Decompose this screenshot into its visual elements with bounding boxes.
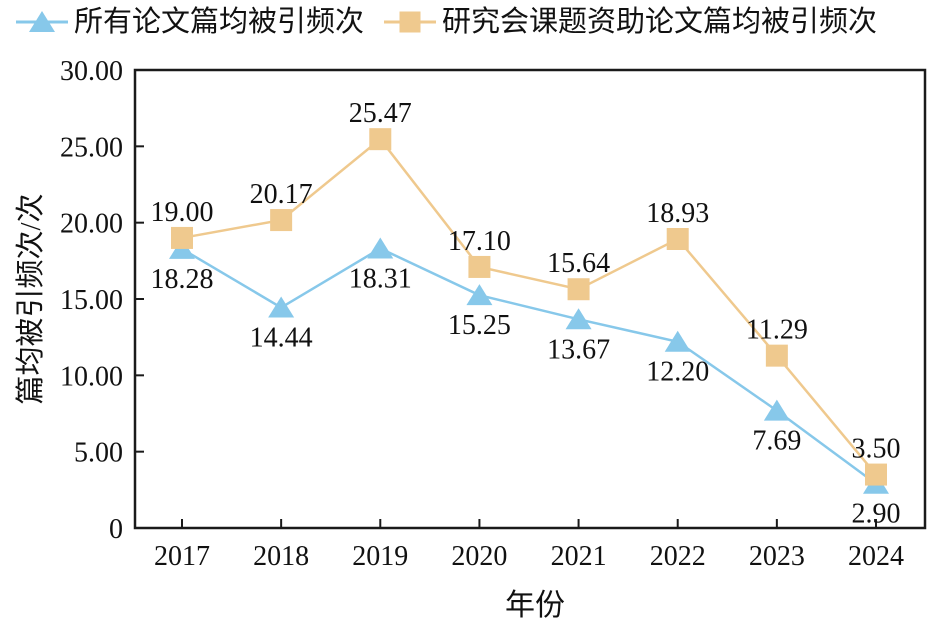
- data-label: 7.69: [752, 426, 801, 457]
- y-tick-label: 0: [109, 514, 123, 545]
- data-point-triangle: [466, 284, 493, 306]
- legend-item-funded-papers: 研究会课题资助论文篇均被引频次: [382, 5, 878, 38]
- triangle-marker-icon: [16, 11, 68, 32]
- legend: 所有论文篇均被引频次 研究会课题资助论文篇均被引频次: [14, 0, 877, 44]
- square-marker-icon: [384, 11, 437, 33]
- data-point-square: [666, 228, 689, 251]
- data-label: 15.64: [547, 248, 610, 279]
- data-label: 12.20: [646, 357, 709, 388]
- data-label: 2.90: [852, 499, 901, 530]
- data-label: 25.47: [349, 98, 412, 129]
- x-tick-label: 2024: [848, 541, 904, 572]
- data-label: 17.10: [448, 226, 511, 257]
- legend-label-funded-papers: 研究会课题资助论文篇均被引频次: [442, 5, 878, 38]
- data-label: 3.50: [852, 434, 901, 465]
- data-point-triangle: [367, 237, 394, 259]
- data-point-triangle: [763, 399, 790, 421]
- legend-label-all-papers: 所有论文篇均被引频次: [74, 5, 365, 38]
- data-point-square: [369, 128, 392, 151]
- x-tick-label: 2020: [451, 541, 507, 572]
- data-label: 13.67: [547, 334, 610, 365]
- data-label: 15.25: [448, 310, 511, 341]
- x-tick-label: 2018: [253, 541, 309, 572]
- data-point-triangle: [664, 330, 691, 352]
- x-tick-label: 2021: [551, 541, 607, 572]
- data-label: 18.93: [646, 198, 709, 229]
- series-line-0: [181, 247, 877, 485]
- x-tick-label: 2022: [650, 541, 706, 572]
- y-tick-label: 15.00: [60, 285, 123, 316]
- y-tick-label: 5.00: [74, 438, 123, 469]
- data-point-square: [865, 463, 887, 486]
- x-tick-label: 2023: [749, 541, 805, 572]
- data-label: 18.28: [151, 264, 214, 295]
- data-label: 20.17: [250, 179, 313, 210]
- data-label: 18.31: [349, 263, 412, 294]
- data-point-square: [765, 344, 788, 367]
- data-point-triangle: [268, 296, 295, 318]
- y-tick-label: 30.00: [60, 56, 123, 87]
- data-label: 14.44: [250, 323, 313, 354]
- data-point-square: [567, 278, 590, 301]
- data-point-square: [468, 255, 491, 278]
- y-tick-label: 10.00: [60, 361, 123, 392]
- data-label: 19.00: [151, 197, 214, 228]
- x-tick-label: 2017: [154, 541, 210, 572]
- y-tick-label: 20.00: [60, 209, 123, 240]
- series-line-1: [181, 137, 877, 476]
- x-tick-label: 2019: [352, 541, 408, 572]
- x-axis-title: 年份: [505, 589, 565, 622]
- data-label: 11.29: [746, 315, 808, 346]
- data-point-square: [270, 209, 293, 232]
- legend-item-all-papers: 所有论文篇均被引频次: [14, 5, 365, 38]
- y-tick-label: 25.00: [60, 132, 123, 163]
- plot-frame: [133, 68, 927, 530]
- data-point-square: [171, 226, 193, 249]
- data-point-triangle: [565, 308, 592, 330]
